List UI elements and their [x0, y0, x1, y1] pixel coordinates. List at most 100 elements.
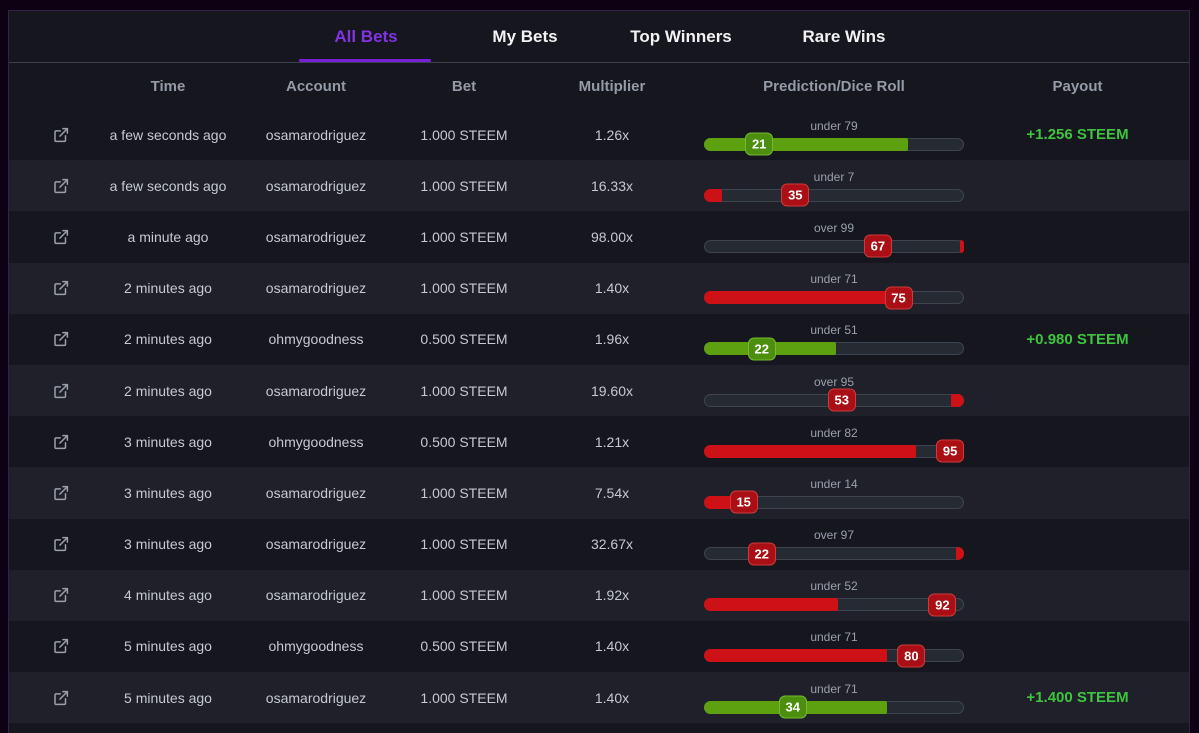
prediction-range-fill	[704, 188, 723, 202]
bet-account: osamarodriguez	[265, 177, 367, 194]
external-link-icon[interactable]	[52, 433, 70, 451]
bet-link-cell	[9, 689, 94, 707]
header-payout: Payout	[1052, 77, 1103, 95]
bet-link-cell	[9, 484, 94, 502]
header-account: Account	[286, 77, 346, 95]
bet-row: 2 minutes ago ohmygoodness 0.500 STEEM 1…	[9, 313, 1189, 365]
bet-amount: 1.000 STEEM	[420, 228, 508, 245]
bet-account: osamarodriguez	[265, 280, 367, 297]
dice-roll-badge: 35	[781, 183, 810, 207]
bet-time: 4 minutes ago	[124, 587, 212, 604]
bet-row: 2 minutes ago osamarodriguez 1.000 STEEM…	[9, 364, 1189, 417]
bet-time: a minute ago	[127, 228, 209, 245]
bet-amount: 0.500 STEEM	[420, 433, 508, 450]
bets-panel: All Bets My Bets Top Winners Rare Wins T…	[8, 10, 1190, 733]
tab-my-bets[interactable]: My Bets	[492, 27, 558, 46]
dice-roll-bar: 95	[704, 439, 965, 463]
bet-account: osamarodriguez	[265, 382, 367, 399]
external-link-icon[interactable]	[52, 586, 70, 604]
bet-multiplier: 16.33x	[590, 177, 634, 194]
header-prediction: Prediction/Dice Roll	[763, 77, 905, 95]
external-link-icon[interactable]	[52, 484, 70, 502]
prediction-cell: under 52 92	[686, 579, 982, 617]
bet-link-cell	[9, 535, 94, 553]
bet-time: 5 minutes ago	[124, 638, 212, 655]
dice-roll-bar: 15	[704, 490, 964, 514]
bet-account: osamarodriguez	[265, 126, 367, 143]
bet-row: under 81	[9, 723, 1189, 733]
dice-roll-badge: 34	[778, 695, 807, 719]
external-link-icon[interactable]	[52, 279, 70, 297]
bet-multiplier: 1.96x	[594, 331, 630, 348]
bet-amount: 1.000 STEEM	[420, 689, 508, 706]
bet-account: ohmygoodness	[268, 331, 364, 348]
bet-time: 3 minutes ago	[124, 536, 212, 553]
dice-roll-badge: 67	[863, 234, 892, 258]
prediction-label: under 71	[810, 681, 858, 696]
external-link-icon[interactable]	[52, 228, 70, 246]
bet-payout: +1.400 STEEM	[1026, 689, 1129, 707]
prediction-range-fill	[960, 239, 964, 253]
bet-amount: 1.000 STEEM	[420, 484, 508, 501]
bet-amount: 1.000 STEEM	[420, 126, 508, 143]
external-link-icon[interactable]	[52, 382, 70, 400]
prediction-cell: over 97 22	[686, 528, 982, 566]
tab-top-winners[interactable]: Top Winners	[630, 27, 732, 46]
bet-multiplier: 1.21x	[594, 433, 630, 450]
bet-row: 3 minutes ago osamarodriguez 1.000 STEEM…	[9, 467, 1189, 519]
bet-row: 5 minutes ago osamarodriguez 1.000 STEEM…	[9, 672, 1189, 724]
bet-multiplier: 7.54x	[594, 484, 630, 501]
prediction-label: under 82	[810, 425, 858, 440]
bet-row: 3 minutes ago ohmygoodness 0.500 STEEM 1…	[9, 416, 1189, 468]
dice-roll-bar: 92	[704, 593, 964, 617]
bet-amount: 1.000 STEEM	[420, 177, 508, 194]
bet-link-cell	[9, 177, 94, 195]
bet-row: a minute ago osamarodriguez 1.000 STEEM …	[9, 211, 1189, 263]
external-link-icon[interactable]	[52, 330, 70, 348]
external-link-icon[interactable]	[52, 177, 70, 195]
prediction-cell: under 79 21	[686, 119, 982, 156]
bet-time: 2 minutes ago	[124, 382, 212, 399]
bet-time: 5 minutes ago	[124, 689, 212, 706]
prediction-cell: under 14 15	[686, 477, 982, 514]
external-link-icon[interactable]	[52, 637, 70, 655]
bet-row: a few seconds ago osamarodriguez 1.000 S…	[9, 109, 1189, 161]
header-multiplier: Multiplier	[578, 77, 646, 95]
dice-roll-bar: 34	[704, 695, 964, 719]
external-link-icon[interactable]	[52, 126, 70, 144]
bet-account: osamarodriguez	[265, 484, 367, 501]
tab-all-bets[interactable]: All Bets	[334, 27, 398, 46]
dice-roll-bar: 21	[704, 132, 964, 156]
dice-roll-bar: 80	[704, 644, 964, 668]
dice-roll-bar: 53	[704, 388, 964, 412]
external-link-icon[interactable]	[52, 689, 70, 707]
bet-account: osamarodriguez	[265, 536, 367, 553]
bet-amount: 1.000 STEEM	[420, 536, 508, 553]
bet-link-cell	[9, 279, 94, 297]
prediction-cell: over 99 67	[686, 220, 982, 258]
prediction-label: over 95	[813, 374, 855, 389]
bet-row: 2 minutes ago osamarodriguez 1.000 STEEM…	[9, 262, 1189, 314]
dice-roll-badge: 53	[827, 388, 856, 412]
bet-account: osamarodriguez	[265, 228, 367, 245]
bet-time: 3 minutes ago	[124, 433, 212, 450]
bet-time: 3 minutes ago	[124, 484, 212, 501]
bet-row: 5 minutes ago ohmygoodness 0.500 STEEM 1…	[9, 620, 1189, 673]
prediction-label: over 99	[813, 220, 855, 235]
dice-roll-badge: 92	[928, 593, 957, 617]
bet-multiplier: 1.92x	[594, 587, 630, 604]
prediction-label: under 7	[813, 169, 855, 184]
prediction-cell: under 51 22	[686, 323, 982, 361]
bet-multiplier: 1.26x	[594, 126, 630, 143]
tab-bar: All Bets My Bets Top Winners Rare Wins	[9, 11, 1189, 63]
prediction-range-fill	[704, 291, 888, 305]
tab-rare-wins[interactable]: Rare Wins	[802, 27, 886, 46]
prediction-range-fill	[951, 393, 964, 407]
bet-amount: 0.500 STEEM	[420, 331, 508, 348]
bet-amount: 1.000 STEEM	[420, 587, 508, 604]
prediction-label: over 97	[813, 528, 855, 543]
external-link-icon[interactable]	[52, 535, 70, 553]
bet-link-cell	[9, 126, 94, 144]
bet-payout: +0.980 STEEM	[1026, 330, 1129, 348]
dice-roll-badge: 22	[747, 337, 776, 361]
